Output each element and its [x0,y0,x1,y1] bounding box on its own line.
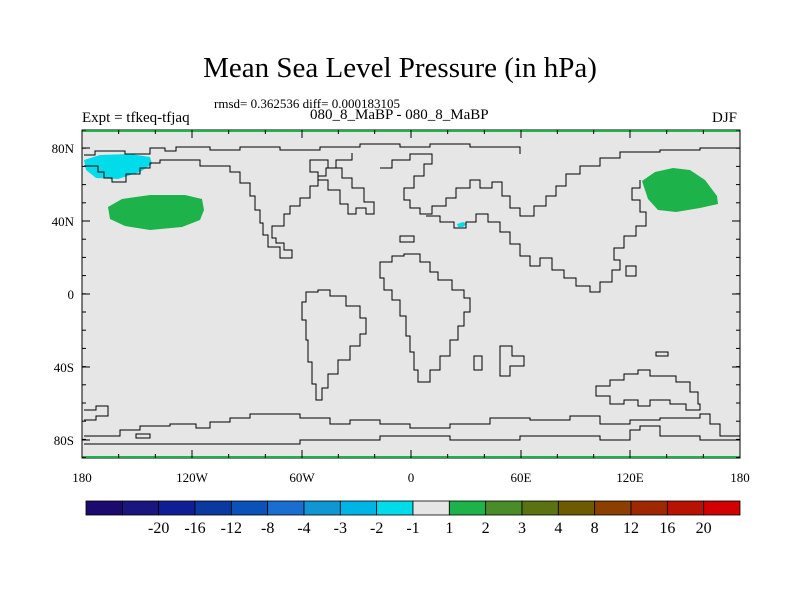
lat-tick-label: 80S [54,433,74,448]
anomaly-region-north-pacific-negative [84,154,152,179]
colorbar [85,500,741,516]
colorbar-label: 2 [482,520,490,537]
colorbar-label: 8 [591,520,599,537]
colorbar-swatch [194,500,232,516]
colorbar-swatch [630,500,668,516]
colorbar-swatch [303,500,341,516]
colorbar-label: -3 [334,520,347,537]
colorbar-swatch [703,500,741,516]
colorbar-label: 4 [554,520,562,537]
anomaly-region-mediterranean-negative [457,222,467,227]
lon-tick-label: 180 [72,470,92,485]
colorbar-swatch [448,500,487,516]
colorbar-swatch [412,500,450,516]
colorbar-swatch [230,500,269,516]
colorbar-swatch [594,500,632,516]
colorbar-swatch [485,500,523,516]
colorbar-swatch [666,500,705,516]
colorbar-swatch [158,500,196,516]
stats-text: rmsd= 0.362536 diff= 0.000183105 [214,96,400,111]
lat-tick-label: 40N [52,214,75,229]
lat-tick-label: 0 [68,287,75,302]
axis-ticks [81,129,741,459]
lat-tick-label: 40S [54,360,74,375]
lon-tick-label: 60E [511,470,532,485]
colorbar-swatch [339,500,378,516]
anomaly-region-north-pacific-positive [108,195,204,230]
experiment-label: Expt = tfkeq-tfjaq [82,110,190,126]
colorbar-label: -2 [370,520,383,537]
colorbar-swatch [85,500,123,516]
colorbar-label: 20 [696,520,712,537]
coastlines [84,143,740,445]
plot-title: Mean Sea Level Pressure (in hPa) [203,52,597,84]
colorbar-label: -12 [221,520,242,537]
lon-tick-label: 120W [176,470,209,485]
colorbar-swatch [557,500,596,516]
colorbar-swatch [267,500,305,516]
period-label: 080_8_MaBP - 080_8_MaBP [310,107,489,123]
map-background [82,130,740,458]
colorbar-label: -20 [148,520,169,537]
colorbar-swatch [121,500,160,516]
colorbar-label: 16 [659,520,675,537]
colorbar-swatch [376,500,414,516]
colorbar-swatch [521,500,559,516]
lon-tick-label: 180 [730,470,750,485]
colorbar-label: -16 [184,520,205,537]
colorbar-label: 12 [623,520,639,537]
lon-tick-label: 120E [616,470,644,485]
lat-tick-label: 80N [52,141,75,156]
colorbar-label: -4 [297,520,310,537]
colorbar-label: -8 [261,520,274,537]
lon-tick-label: 0 [408,470,415,485]
colorbar-labels: -20 -16 -12 -8 -4 -3 -2 -1 1 2 3 4 8 12 16 20 [148,520,712,537]
colorbar-label: -1 [406,520,419,537]
lon-tick-label: 60W [289,470,315,485]
season-label: DJF [712,110,738,126]
colorbar-label: 3 [518,520,526,537]
colorbar-label: 1 [445,520,453,537]
anomaly-region-northwest-pacific-positive [642,168,718,212]
